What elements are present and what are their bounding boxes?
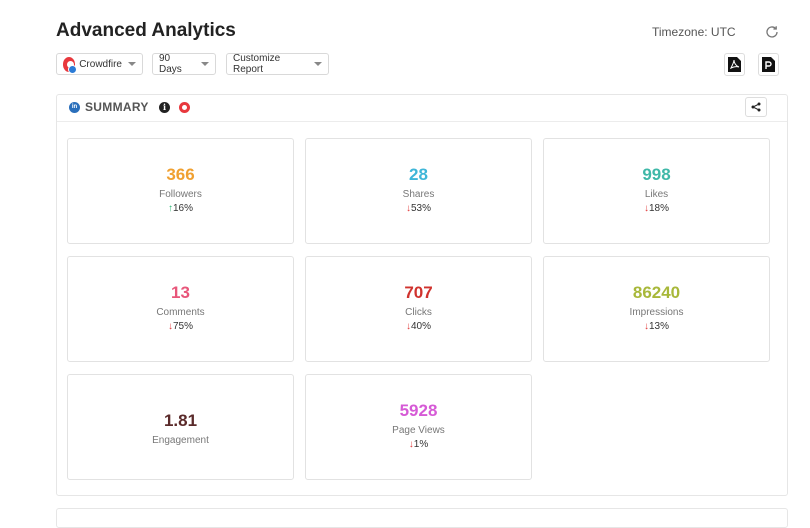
arrow-down-icon: ↓: [643, 321, 649, 332]
metric-label: Engagement: [152, 435, 209, 446]
metric-label: Impressions: [629, 307, 684, 318]
metric-change: ↑16%: [167, 203, 193, 214]
arrow-down-icon: ↓: [643, 203, 649, 214]
ppt-export-button[interactable]: [758, 53, 779, 76]
account-dropdown-label: Crowdfire: [79, 58, 122, 70]
metric-card-page-views: 5928 Page Views ↓1%: [305, 374, 532, 480]
pdf-export-button[interactable]: [724, 53, 745, 76]
timezone-label: Timezone: UTC: [652, 25, 736, 39]
linkedin-icon: in: [69, 102, 80, 113]
metric-change: ↓13%: [643, 321, 669, 332]
page-title: Advanced Analytics: [56, 20, 236, 41]
metric-label: Page Views: [392, 425, 445, 436]
metric-card-clicks: 707 Clicks ↓40%: [305, 256, 532, 362]
pdf-export-icon: [728, 57, 741, 72]
chevron-down-icon: [128, 62, 136, 66]
chevron-down-icon: [201, 62, 209, 66]
metric-change: ↓53%: [405, 203, 431, 214]
metric-value: 707: [404, 283, 433, 302]
summary-panel-header: in SUMMARY i: [57, 95, 787, 122]
summary-panel: in SUMMARY i 366 Followers ↑16% 28 Share…: [56, 94, 788, 496]
metric-value: 5928: [399, 401, 438, 420]
refresh-icon[interactable]: [764, 24, 780, 40]
metric-label: Likes: [644, 189, 669, 200]
metric-card-shares: 28 Shares ↓53%: [305, 138, 532, 244]
arrow-down-icon: ↓: [405, 203, 411, 214]
next-panel: [56, 508, 788, 528]
chevron-down-icon: [314, 62, 322, 66]
metric-label: Followers: [159, 189, 202, 200]
metric-label: Clicks: [405, 307, 432, 318]
info-icon[interactable]: i: [159, 102, 170, 113]
metric-change: ↓75%: [167, 321, 193, 332]
customize-report-dropdown[interactable]: Customize Report: [226, 53, 329, 75]
range-dropdown-label: 90 Days: [159, 53, 182, 75]
share-icon: [751, 102, 761, 112]
metric-value: 366: [166, 165, 195, 184]
metric-change: ↓18%: [643, 203, 669, 214]
summary-title: SUMMARY: [85, 100, 149, 114]
crowdfire-target-icon: [179, 102, 190, 113]
metric-change: ↓40%: [405, 321, 431, 332]
metric-value: 998: [642, 165, 671, 184]
arrow-down-icon: ↓: [408, 439, 414, 450]
metric-card-likes: 998 Likes ↓18%: [543, 138, 770, 244]
metric-card-comments: 13 Comments ↓75%: [67, 256, 294, 362]
metric-value: 28: [409, 165, 428, 184]
metric-card-followers: 366 Followers ↑16%: [67, 138, 294, 244]
metric-label: Comments: [156, 307, 205, 318]
metric-value: 1.81: [163, 411, 198, 430]
range-dropdown[interactable]: 90 Days: [152, 53, 216, 75]
arrow-up-icon: ↑: [167, 203, 173, 214]
account-dropdown[interactable]: Crowdfire: [56, 53, 143, 75]
metric-change: ↓1%: [408, 439, 429, 450]
customize-report-label: Customize Report: [233, 53, 281, 75]
metric-value: 86240: [632, 283, 681, 302]
crowdfire-logo-icon: [63, 56, 78, 74]
metric-label: Shares: [402, 189, 435, 200]
metric-card-engagement: 1.81 Engagement: [67, 374, 294, 480]
ppt-export-icon: [762, 57, 775, 72]
share-button[interactable]: [745, 97, 767, 117]
arrow-down-icon: ↓: [405, 321, 411, 332]
metric-value: 13: [171, 283, 190, 302]
metric-card-impressions: 86240 Impressions ↓13%: [543, 256, 770, 362]
arrow-down-icon: ↓: [167, 321, 173, 332]
